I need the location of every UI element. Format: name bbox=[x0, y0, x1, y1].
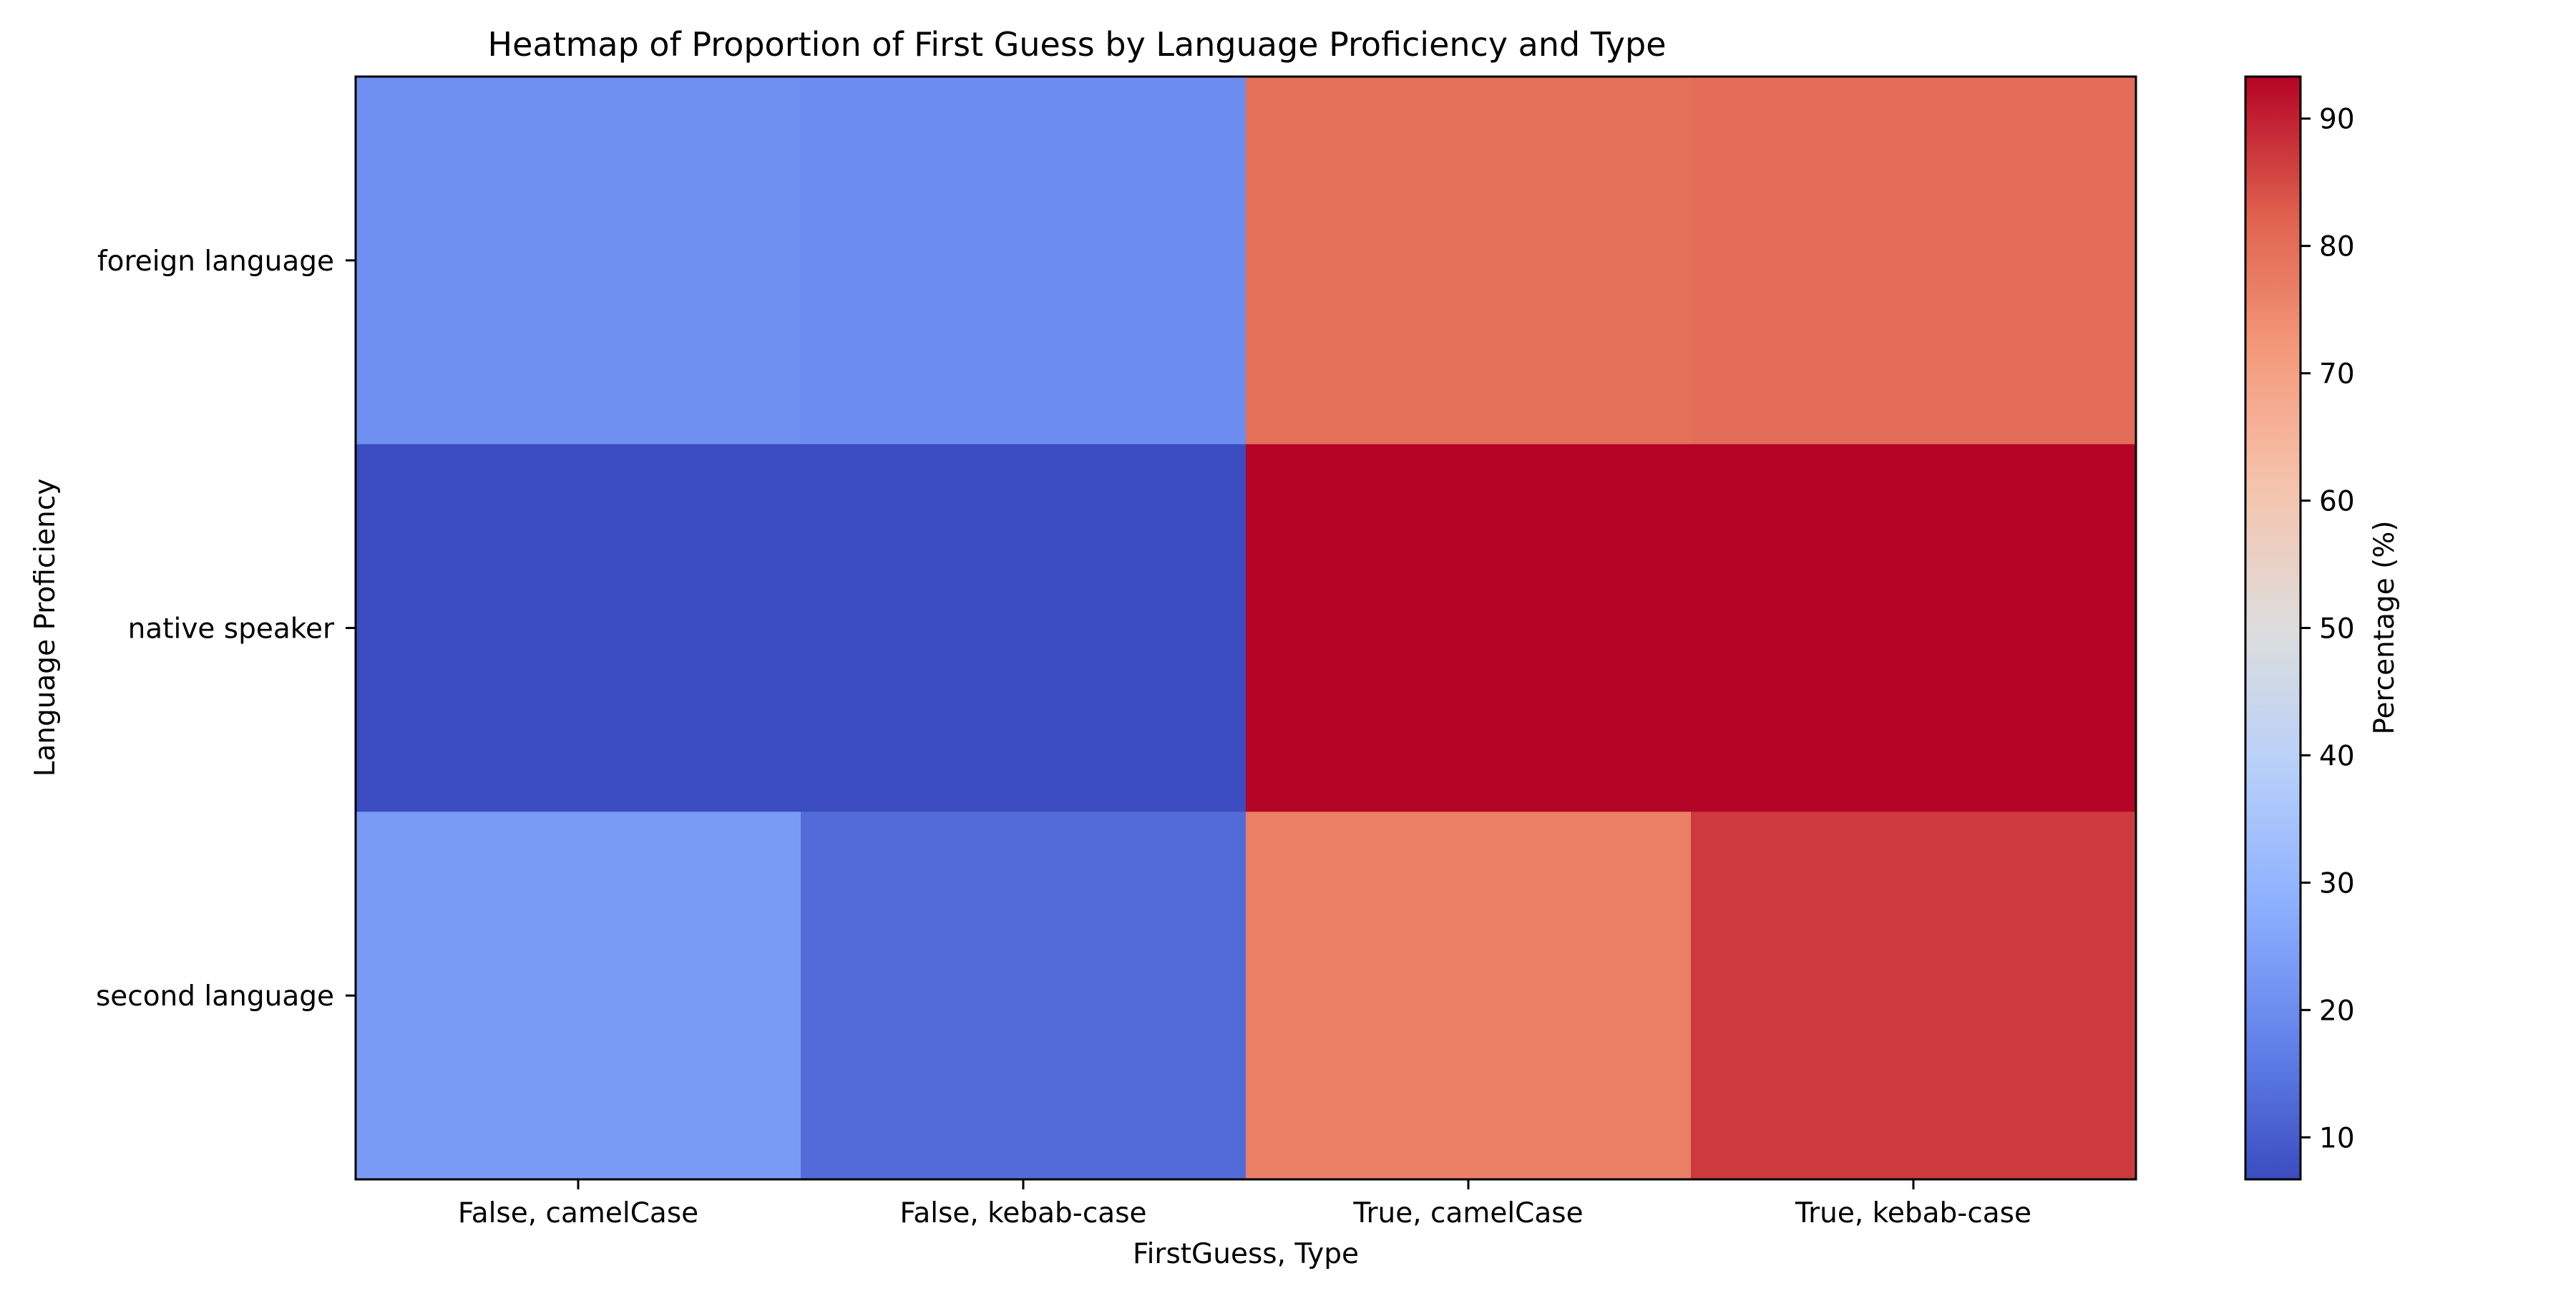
colorbar-tick-label: 60 bbox=[2319, 486, 2355, 518]
colorbar-tick-label: 20 bbox=[2319, 995, 2355, 1027]
x-tick-label: False, kebab-case bbox=[899, 1197, 1146, 1229]
heatmap-cell bbox=[356, 77, 801, 445]
heatmap-cell bbox=[1246, 77, 1692, 445]
heatmap-cell bbox=[356, 812, 801, 1180]
y-tick-label: foreign language bbox=[97, 245, 334, 278]
heatmap-cell bbox=[801, 77, 1246, 445]
x-axis-label: FirstGuess, Type bbox=[1133, 1238, 1359, 1270]
colorbar-tick-label: 70 bbox=[2319, 359, 2355, 391]
heatmap-cell bbox=[801, 812, 1246, 1180]
x-tick-label: True, kebab-case bbox=[1795, 1197, 2031, 1229]
heatmap-cell bbox=[1246, 812, 1692, 1180]
heatmap-cell bbox=[1691, 444, 2137, 812]
x-axis-ticks: False, camelCase False, kebab-case True, c… bbox=[458, 1179, 2031, 1229]
y-tick-label: second language bbox=[96, 980, 334, 1013]
colorbar-gradient bbox=[2245, 77, 2301, 1179]
colorbar: 10 20 30 40 50 60 70 80 90 Percentage (%) bbox=[2244, 75, 2401, 1181]
x-tick-label: False, camelCase bbox=[458, 1197, 698, 1229]
heatmap-cell bbox=[1691, 77, 2137, 445]
colorbar-label: Percentage (%) bbox=[2368, 520, 2401, 734]
heatmap-cell bbox=[801, 444, 1246, 812]
colorbar-tick-label: 30 bbox=[2319, 867, 2355, 900]
colorbar-tick-label: 90 bbox=[2319, 104, 2355, 136]
y-axis-label: Language Proficiency bbox=[29, 479, 62, 777]
colorbar-tick-label: 10 bbox=[2319, 1122, 2355, 1154]
colorbar-tick-label: 40 bbox=[2319, 740, 2355, 772]
y-axis-ticks: foreign language native speaker second lan… bbox=[96, 245, 356, 1013]
colorbar-tick-label: 80 bbox=[2319, 231, 2355, 263]
heatmap-cell bbox=[356, 444, 801, 812]
colorbar-ticks: 10 20 30 40 50 60 70 80 90 bbox=[2301, 104, 2355, 1154]
colorbar-tick-label: 50 bbox=[2319, 613, 2355, 646]
x-tick-label: True, camelCase bbox=[1352, 1197, 1583, 1229]
y-tick-label: native speaker bbox=[128, 613, 335, 646]
heatmap-cells bbox=[356, 77, 2137, 1180]
heatmap-cell bbox=[1246, 444, 1692, 812]
chart-title: Heatmap of Proportion of First Guess by … bbox=[487, 25, 1666, 64]
heatmap-cell bbox=[1691, 812, 2137, 1180]
